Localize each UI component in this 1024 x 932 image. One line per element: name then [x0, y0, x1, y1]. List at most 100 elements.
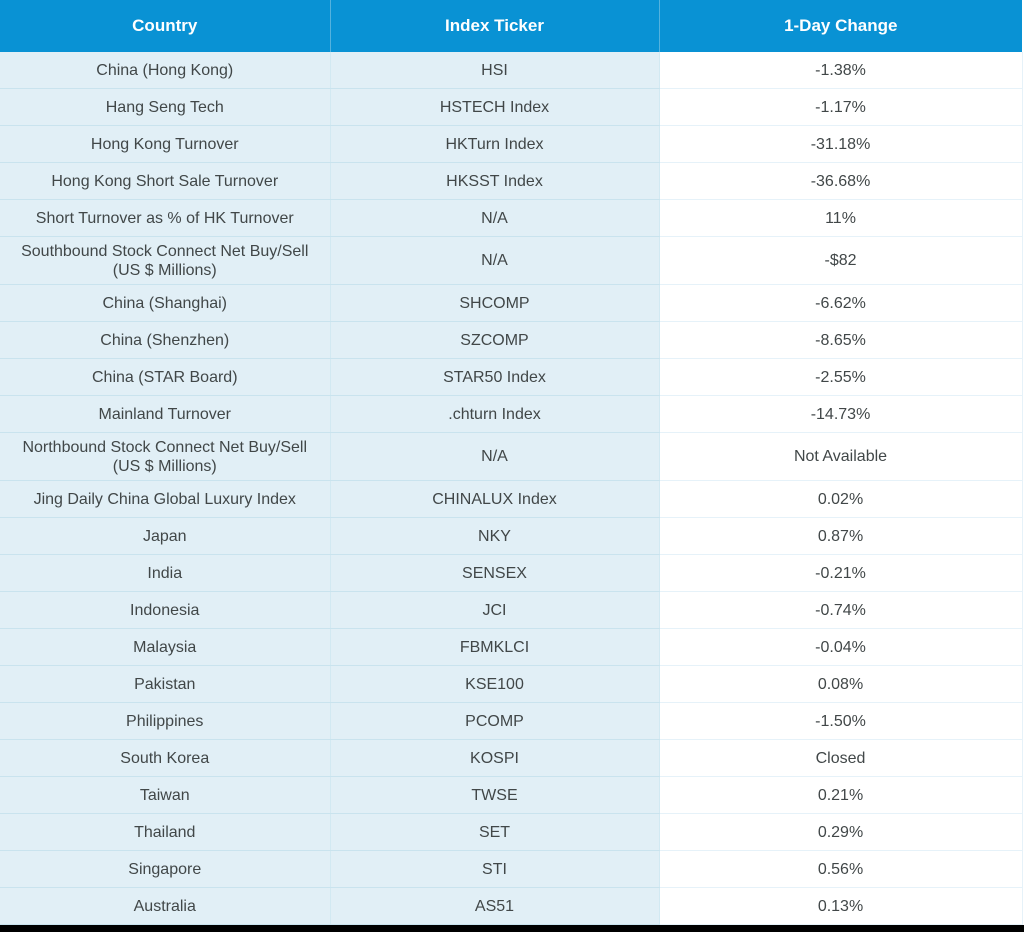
table-row: Indonesia JCI -0.74%: [0, 591, 1023, 629]
change-cell: Not Available: [659, 432, 1023, 481]
table-row: China (STAR Board) STAR50 Index -2.55%: [0, 358, 1023, 396]
header-country: Country: [0, 0, 331, 52]
ticker-cell: FBMKLCI: [330, 628, 660, 666]
table-row: Short Turnover as % of HK Turnover N/A 1…: [0, 199, 1023, 237]
table-row: China (Hong Kong) HSI -1.38%: [0, 52, 1023, 89]
country-cell: Australia: [0, 887, 331, 925]
ticker-cell: SENSEX: [330, 554, 660, 592]
change-cell: -8.65%: [659, 321, 1023, 359]
change-cell: -36.68%: [659, 162, 1023, 200]
change-cell: -31.18%: [659, 125, 1023, 163]
change-cell: 0.87%: [659, 517, 1023, 555]
country-cell: Pakistan: [0, 665, 331, 703]
ticker-cell: KSE100: [330, 665, 660, 703]
change-cell: 0.08%: [659, 665, 1023, 703]
table-row: China (Shanghai) SHCOMP -6.62%: [0, 284, 1023, 322]
ticker-cell: PCOMP: [330, 702, 660, 740]
header-row: Country Index Ticker 1-Day Change: [0, 0, 1022, 52]
table-row: Australia AS51 0.13%: [0, 887, 1023, 925]
change-cell: -1.50%: [659, 702, 1023, 740]
country-cell: Mainland Turnover: [0, 395, 331, 433]
country-cell: South Korea: [0, 739, 331, 777]
table-row: Singapore STI 0.56%: [0, 850, 1023, 888]
change-cell: 0.21%: [659, 776, 1023, 814]
country-cell: Taiwan: [0, 776, 331, 814]
table-row: Hong Kong Short Sale Turnover HKSST Inde…: [0, 162, 1023, 200]
ticker-cell: HKSST Index: [330, 162, 660, 200]
country-cell: Philippines: [0, 702, 331, 740]
table-row: Thailand SET 0.29%: [0, 813, 1023, 851]
table-header: Country Index Ticker 1-Day Change: [0, 0, 1022, 52]
country-cell: China (Hong Kong): [0, 52, 331, 89]
table-row: Jing Daily China Global Luxury Index CHI…: [0, 480, 1023, 518]
change-cell: -0.74%: [659, 591, 1023, 629]
ticker-cell: JCI: [330, 591, 660, 629]
change-cell: Closed: [659, 739, 1023, 777]
table-row: Pakistan KSE100 0.08%: [0, 665, 1023, 703]
ticker-cell: SHCOMP: [330, 284, 660, 322]
table-row: China (Shenzhen) SZCOMP -8.65%: [0, 321, 1023, 359]
ticker-cell: STAR50 Index: [330, 358, 660, 396]
country-cell: Indonesia: [0, 591, 331, 629]
country-cell: Hong Kong Turnover: [0, 125, 331, 163]
ticker-cell: HSI: [330, 52, 660, 89]
ticker-cell: STI: [330, 850, 660, 888]
country-cell: Thailand: [0, 813, 331, 851]
ticker-cell: .chturn Index: [330, 395, 660, 433]
country-cell: India: [0, 554, 331, 592]
country-cell: Hang Seng Tech: [0, 88, 331, 126]
country-cell: Japan: [0, 517, 331, 555]
change-cell: 0.13%: [659, 887, 1023, 925]
change-cell: 0.29%: [659, 813, 1023, 851]
table-row: Hong Kong Turnover HKTurn Index -31.18%: [0, 125, 1023, 163]
country-cell: China (STAR Board): [0, 358, 331, 396]
country-cell: Northbound Stock Connect Net Buy/Sell (U…: [0, 432, 331, 481]
table-row: Southbound Stock Connect Net Buy/Sell (U…: [0, 236, 1023, 285]
ticker-cell: N/A: [330, 236, 660, 285]
table-row: India SENSEX -0.21%: [0, 554, 1023, 592]
country-cell: Southbound Stock Connect Net Buy/Sell (U…: [0, 236, 331, 285]
ticker-cell: SET: [330, 813, 660, 851]
ticker-cell: AS51: [330, 887, 660, 925]
country-cell: Malaysia: [0, 628, 331, 666]
change-cell: -0.21%: [659, 554, 1023, 592]
change-cell: -2.55%: [659, 358, 1023, 396]
change-cell: -0.04%: [659, 628, 1023, 666]
country-cell: Singapore: [0, 850, 331, 888]
ticker-cell: NKY: [330, 517, 660, 555]
ticker-cell: HKTurn Index: [330, 125, 660, 163]
country-cell: China (Shenzhen): [0, 321, 331, 359]
table-row: Mainland Turnover .chturn Index -14.73%: [0, 395, 1023, 433]
change-cell: -1.38%: [659, 52, 1023, 89]
ticker-cell: KOSPI: [330, 739, 660, 777]
ticker-cell: HSTECH Index: [330, 88, 660, 126]
table-body: China (Hong Kong) HSI -1.38% Hang Seng T…: [0, 52, 1023, 925]
country-cell: Jing Daily China Global Luxury Index: [0, 480, 331, 518]
table-row: South Korea KOSPI Closed: [0, 739, 1023, 777]
country-cell: Short Turnover as % of HK Turnover: [0, 199, 331, 237]
change-cell: -1.17%: [659, 88, 1023, 126]
country-cell: China (Shanghai): [0, 284, 331, 322]
header-index-ticker: Index Ticker: [330, 0, 660, 52]
change-cell: 0.56%: [659, 850, 1023, 888]
bottom-border-bar: [0, 925, 1024, 932]
table-row: Taiwan TWSE 0.21%: [0, 776, 1023, 814]
change-cell: 11%: [659, 199, 1023, 237]
ticker-cell: TWSE: [330, 776, 660, 814]
change-cell: 0.02%: [659, 480, 1023, 518]
table-row: Northbound Stock Connect Net Buy/Sell (U…: [0, 432, 1023, 481]
table-row: Malaysia FBMKLCI -0.04%: [0, 628, 1023, 666]
table-row: Philippines PCOMP -1.50%: [0, 702, 1023, 740]
ticker-cell: CHINALUX Index: [330, 480, 660, 518]
ticker-cell: SZCOMP: [330, 321, 660, 359]
change-cell: -$82: [659, 236, 1023, 285]
ticker-cell: N/A: [330, 199, 660, 237]
change-cell: -14.73%: [659, 395, 1023, 433]
header-1-day-change: 1-Day Change: [659, 0, 1022, 52]
table-row: Japan NKY 0.87%: [0, 517, 1023, 555]
country-cell: Hong Kong Short Sale Turnover: [0, 162, 331, 200]
ticker-cell: N/A: [330, 432, 660, 481]
change-cell: -6.62%: [659, 284, 1023, 322]
table-row: Hang Seng Tech HSTECH Index -1.17%: [0, 88, 1023, 126]
